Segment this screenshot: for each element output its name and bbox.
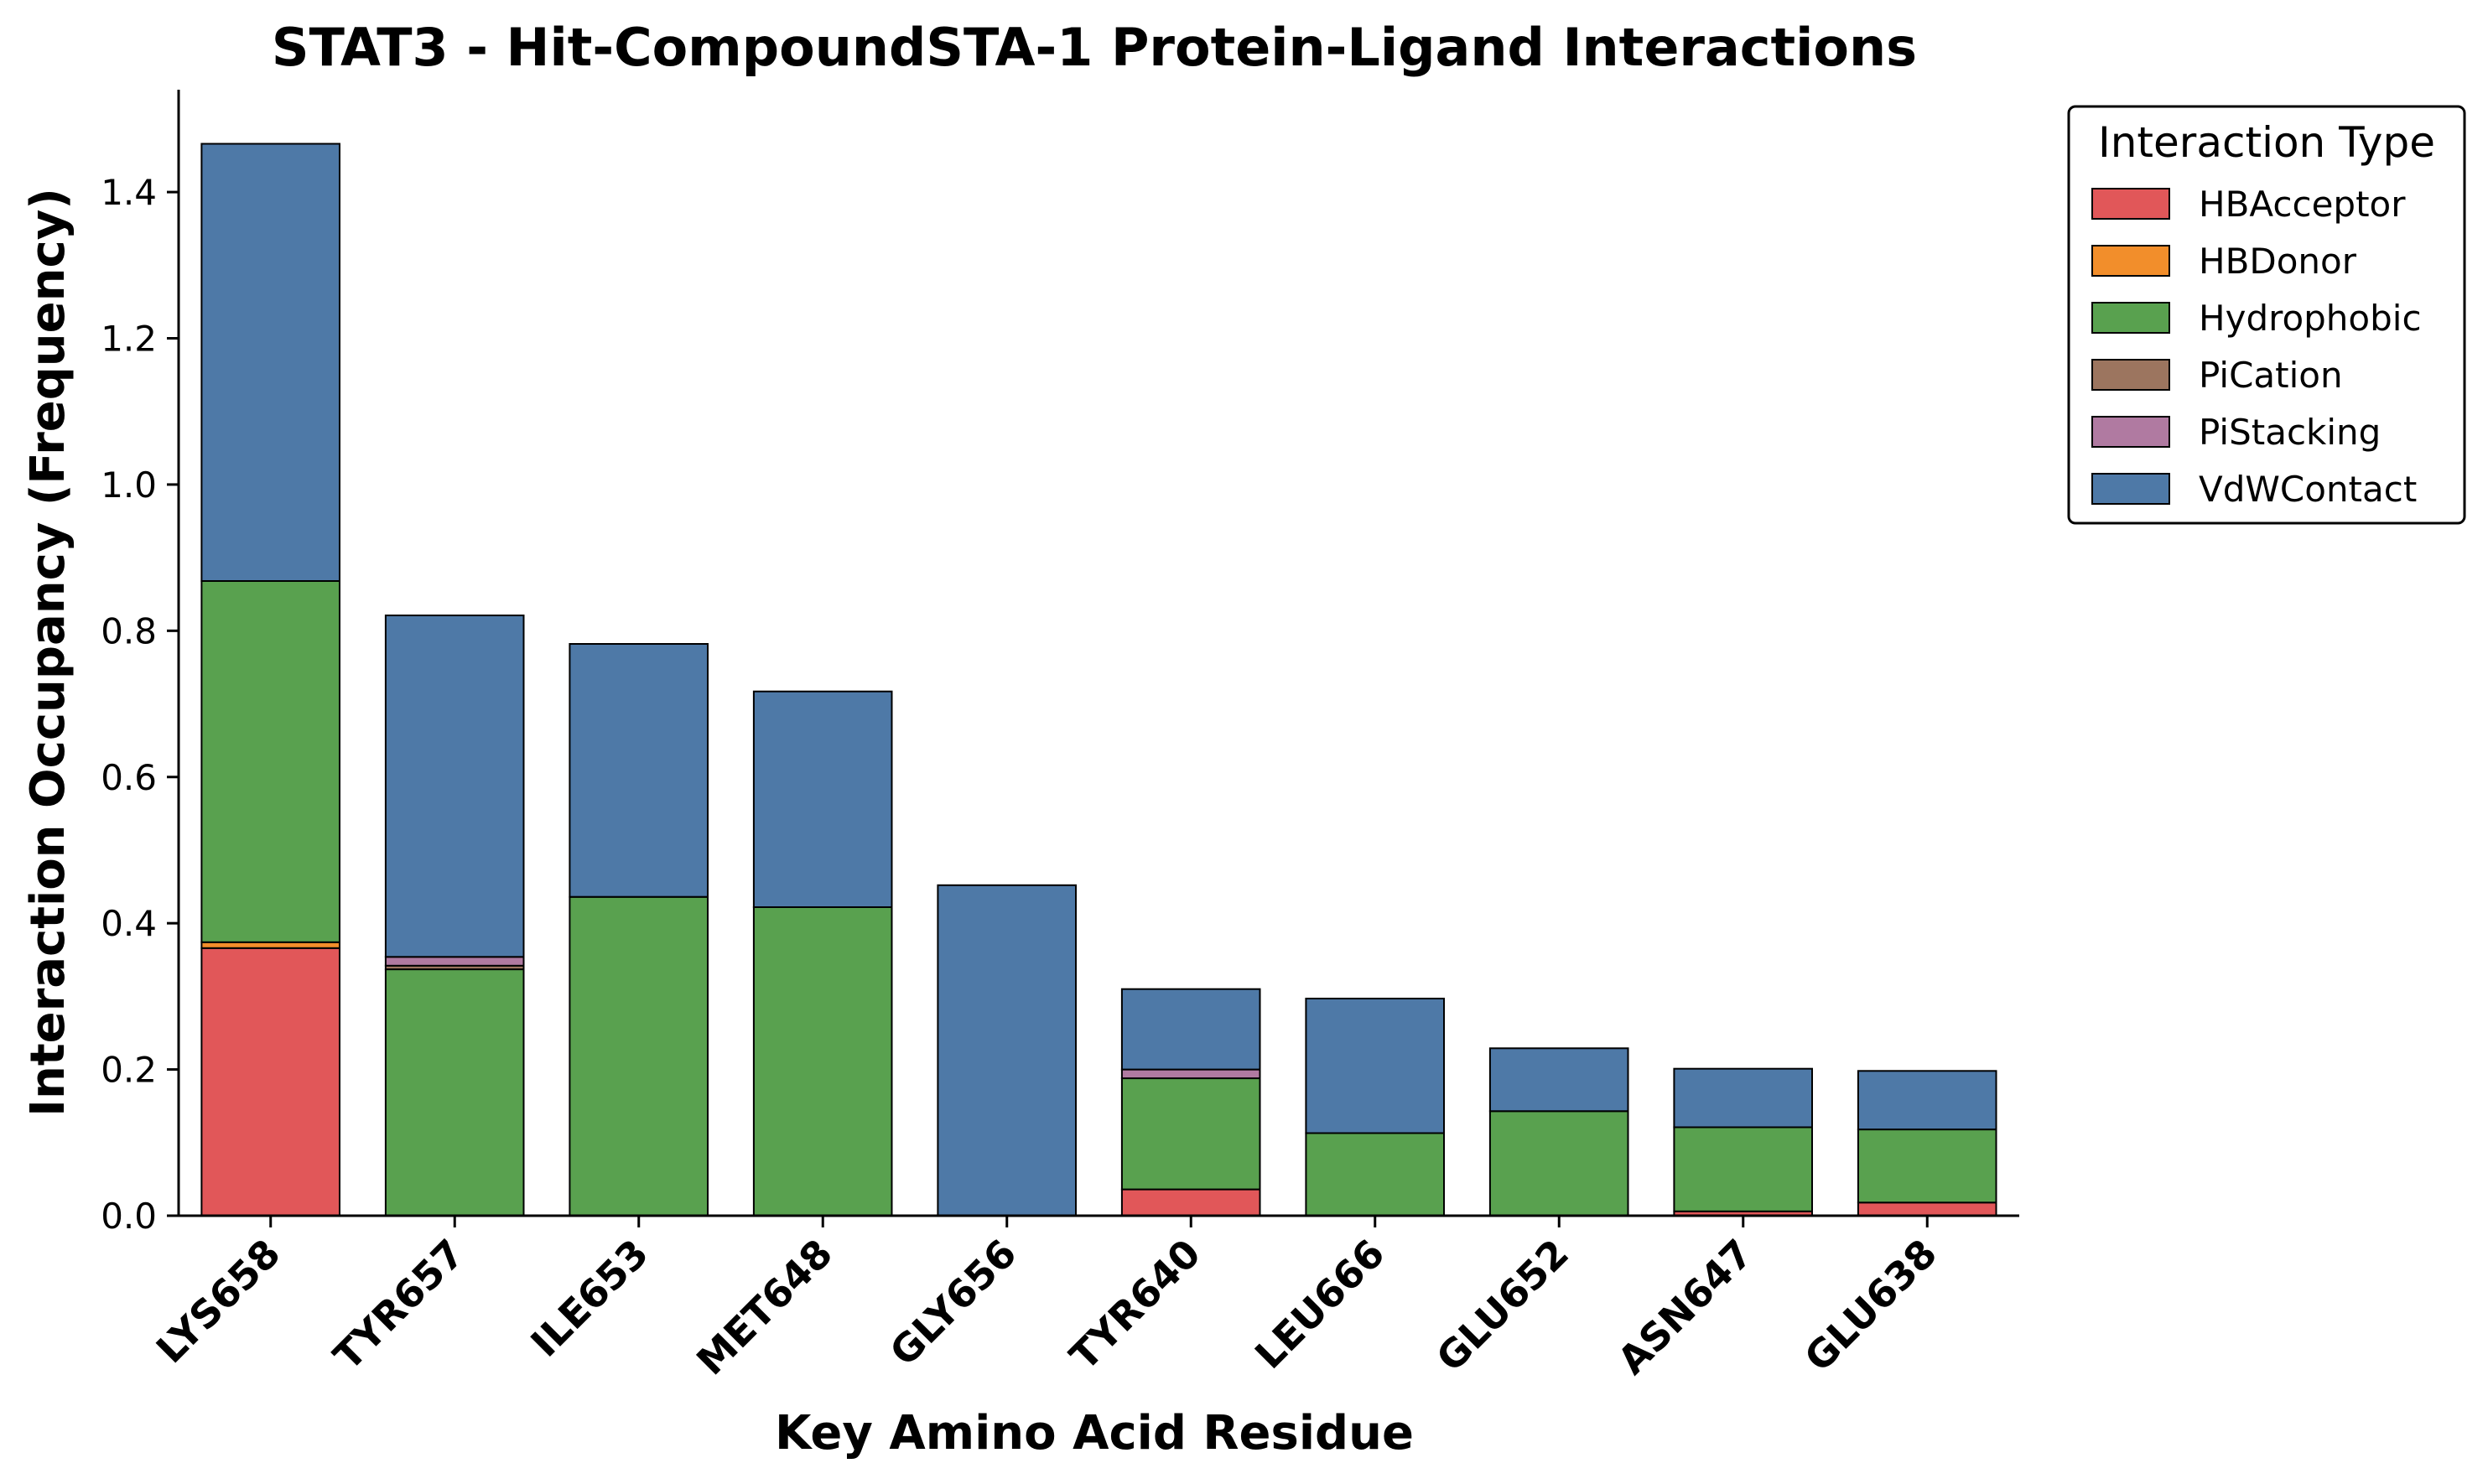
x-tick-label: GLY656 bbox=[881, 1231, 1026, 1375]
y-tick-label: 1.0 bbox=[101, 464, 157, 506]
x-tick-label: LEU666 bbox=[1246, 1231, 1393, 1378]
bar-glu638-vdwcontact bbox=[1857, 1070, 1997, 1131]
y-tick-label: 0.6 bbox=[101, 757, 157, 798]
x-tick-label: GLU638 bbox=[1795, 1231, 1945, 1381]
legend-swatch-hydrophobic bbox=[2091, 302, 2170, 334]
legend-label-pication: PiCation bbox=[2199, 355, 2343, 396]
bar-asn647-vdwcontact bbox=[1673, 1067, 1814, 1129]
bar-glu652-hydrophobic bbox=[1488, 1110, 1629, 1217]
bar-leu666-vdwcontact bbox=[1305, 998, 1446, 1134]
chart-title: STAT3 - Hit-CompoundSTA-1 Protein-Ligand… bbox=[272, 17, 1917, 78]
bar-ile653-hydrophobic bbox=[569, 895, 709, 1217]
bar-lys658-hbacceptor bbox=[200, 947, 340, 1217]
bar-ile653-vdwcontact bbox=[569, 643, 709, 898]
bar-lys658-hbdonor bbox=[200, 941, 340, 949]
bar-lys658-vdwcontact bbox=[200, 143, 340, 582]
legend-label-hbdonor: HBDonor bbox=[2199, 241, 2357, 282]
legend-label-pistacking: PiStacking bbox=[2199, 412, 2381, 453]
bar-met648-hydrophobic bbox=[752, 906, 893, 1217]
x-tick-label: MET648 bbox=[688, 1231, 841, 1384]
bar-lys658-hydrophobic bbox=[200, 580, 340, 943]
y-tick-label: 0.2 bbox=[101, 1050, 157, 1091]
bar-gly656-vdwcontact bbox=[937, 884, 1078, 1217]
bar-leu666-hydrophobic bbox=[1305, 1132, 1446, 1217]
y-tick-label: 1.2 bbox=[101, 319, 157, 360]
bar-asn647-hydrophobic bbox=[1673, 1126, 1814, 1212]
legend-swatch-hbacceptor bbox=[2091, 188, 2170, 220]
legend-title: Interaction Type bbox=[2098, 118, 2435, 167]
legend-label-hydrophobic: Hydrophobic bbox=[2199, 298, 2422, 339]
x-tick-label: TYR640 bbox=[1061, 1231, 1209, 1379]
y-tick-label: 0.0 bbox=[101, 1196, 157, 1237]
x-tick-label: LYS658 bbox=[148, 1231, 289, 1372]
bar-tyr640-hydrophobic bbox=[1120, 1077, 1261, 1191]
y-tick-label: 1.4 bbox=[101, 172, 157, 213]
legend-label-vdwcontact: VdWContact bbox=[2199, 469, 2417, 510]
legend-label-hbacceptor: HBAcceptor bbox=[2199, 184, 2406, 225]
bar-tyr640-vdwcontact bbox=[1120, 988, 1261, 1071]
bar-met648-vdwcontact bbox=[752, 690, 893, 908]
y-axis-label: Interaction Occupancy (Frequency) bbox=[21, 188, 75, 1117]
x-tick-label: TYR657 bbox=[325, 1231, 473, 1379]
legend-swatch-pication bbox=[2091, 359, 2170, 391]
legend: Interaction Type HBAcceptor HBDonor Hydroph… bbox=[2067, 105, 2466, 525]
bar-tyr657-pistacking bbox=[384, 956, 525, 967]
bar-tyr657-hydrophobic bbox=[384, 968, 525, 1217]
bar-tyr640-pistacking bbox=[1120, 1068, 1261, 1080]
x-axis-label: Key Amino Acid Residue bbox=[775, 1406, 1414, 1461]
bar-tyr640-hbacceptor bbox=[1120, 1188, 1261, 1217]
bar-glu638-hbacceptor bbox=[1857, 1201, 1997, 1217]
legend-swatch-vdwcontact bbox=[2091, 473, 2170, 505]
y-tick-label: 0.4 bbox=[101, 903, 157, 944]
bar-glu652-vdwcontact bbox=[1488, 1047, 1629, 1113]
legend-swatch-pistacking bbox=[2091, 416, 2170, 448]
x-tick-label: ASN647 bbox=[1609, 1231, 1762, 1383]
bars-layer bbox=[200, 143, 1997, 1217]
legend-swatch-hbdonor bbox=[2091, 245, 2170, 277]
bar-tyr657-vdwcontact bbox=[384, 615, 525, 958]
x-tick-label: ILE653 bbox=[522, 1231, 657, 1366]
y-tick-label: 0.8 bbox=[101, 610, 157, 651]
bar-glu638-hydrophobic bbox=[1857, 1129, 1997, 1204]
x-tick-label: GLU652 bbox=[1427, 1231, 1577, 1381]
